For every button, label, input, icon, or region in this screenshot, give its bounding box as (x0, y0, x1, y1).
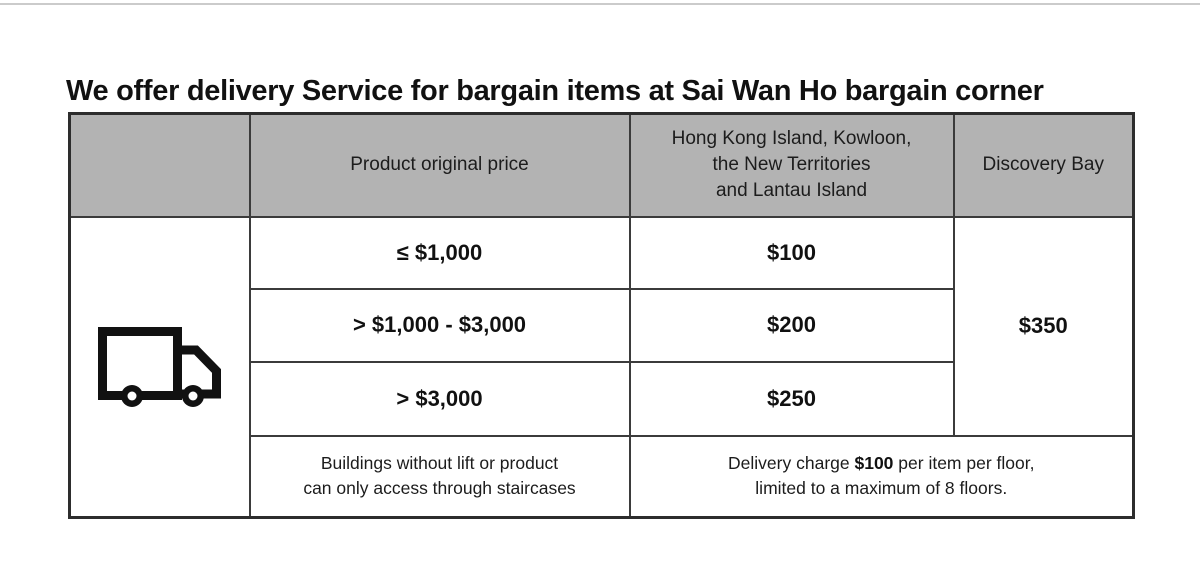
header-cell-empty (68, 112, 251, 218)
header-cell-main-regions: Hong Kong Island, Kowloon, the New Terri… (628, 112, 955, 218)
floor-charge-note-cell: Delivery charge $100 per item per floor,… (628, 434, 1135, 519)
stairs-note-line: can only access through staircases (303, 478, 576, 499)
header-region-line: and Lantau Island (715, 180, 868, 202)
header-cell-product-price: Product original price (248, 112, 631, 218)
floor-charge-note-line: Delivery charge $100 per item per floor, (631, 451, 1133, 476)
header-region-line: Hong Kong Island, Kowloon, (671, 128, 912, 150)
floor-charge-text: per item per floor, (893, 453, 1035, 474)
price-range-cell: > $1,000 - $3,000 (248, 287, 631, 363)
delivery-fee-table: Product original price Hong Kong Island,… (68, 112, 1135, 519)
price-range-cell: ≤ $1,000 (248, 215, 631, 290)
floor-charge-text: Delivery charge (728, 453, 855, 474)
price-range-cell: > $3,000 (248, 360, 631, 437)
table-header-row: Product original price Hong Kong Island,… (68, 112, 1135, 218)
header-region-line: the New Territories (712, 154, 871, 176)
table-row: > $1,000 - $3,000 $200 (70, 287, 1134, 363)
truck-icon-cell (68, 215, 251, 519)
header-cell-discovery-bay: Discovery Bay (952, 112, 1135, 218)
top-divider (0, 3, 1200, 5)
table-notes-row: Buildings without lift or product can on… (70, 434, 1135, 519)
main-region-fee-cell: $100 (628, 215, 955, 290)
floor-charge-amount: $100 (854, 453, 894, 474)
discovery-bay-fee-cell: $350 (952, 215, 1135, 437)
main-region-fee-cell: $200 (628, 287, 955, 363)
table-row: > $3,000 $250 (70, 360, 1134, 437)
table-row: ≤ $1,000 $100 $350 (68, 215, 1135, 519)
stairs-note-line: Buildings without lift or product (320, 453, 559, 474)
page-title: We offer delivery Service for bargain it… (66, 75, 1044, 108)
stairs-note-cell: Buildings without lift or product can on… (248, 434, 631, 519)
main-region-fee-cell: $250 (628, 360, 955, 437)
floor-charge-note-line: limited to a maximum of 8 floors. (755, 478, 1008, 499)
truck-icon (98, 327, 222, 408)
